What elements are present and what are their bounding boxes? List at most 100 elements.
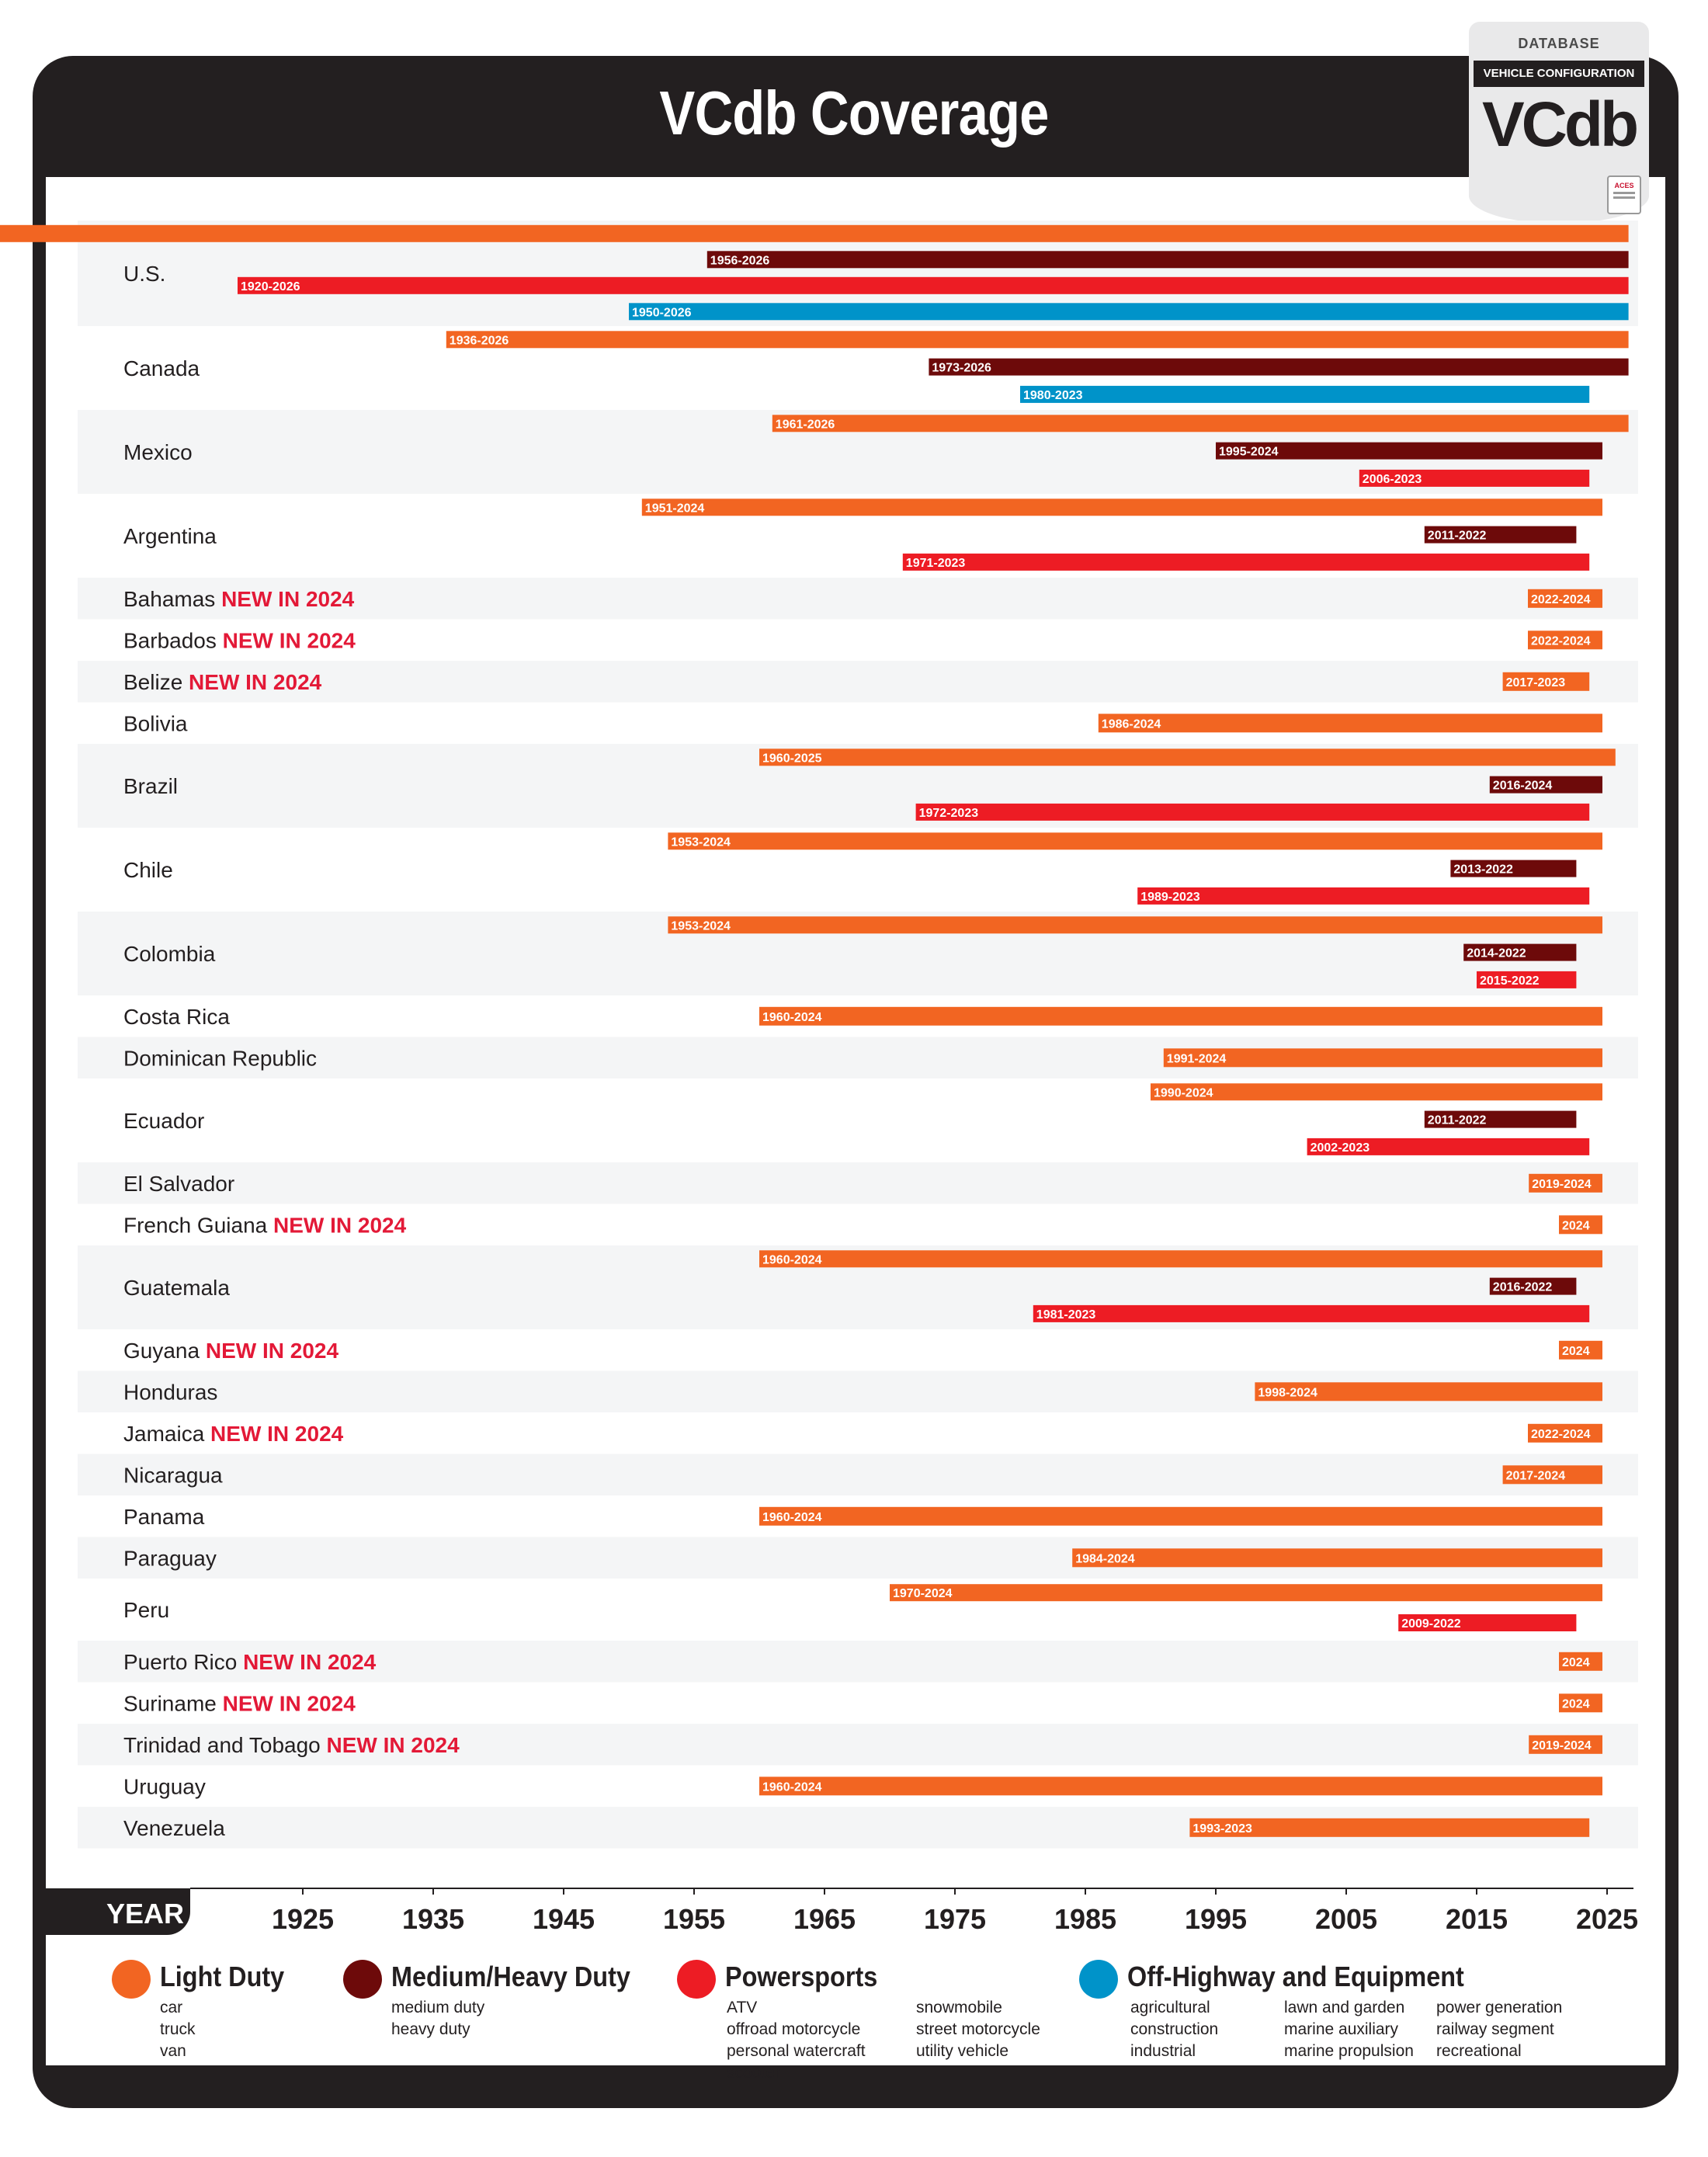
bar-label: 2017-2023 [1506,676,1566,689]
bar-paraguay-light-duty [1072,1548,1602,1568]
bar-chile-medium-heavy-duty [1450,860,1577,877]
bar-dominican-republic-light-duty [1163,1048,1602,1068]
bar-ecuador-light-duty [1151,1083,1602,1101]
bar-uruguay-light-duty [759,1777,1602,1796]
bar-nicaragua-light-duty [1502,1465,1602,1485]
bar-label: 2019-2024 [1532,1739,1592,1752]
new-in-2024-tag: NEW IN 2024 [182,670,321,694]
bar-u-s-light-duty [0,224,1629,242]
bar-mexico-powersports [1359,469,1590,487]
page-title: VCdb Coverage [659,78,1049,148]
logo-band-text: VEHICLE CONFIGURATION [1474,61,1644,87]
bar-label: 2024 [1562,1345,1590,1358]
bar-brazil-light-duty [759,749,1616,766]
x-tick-label-1965: 1965 [793,1903,856,1935]
new-in-2024-tag: NEW IN 2024 [321,1733,460,1757]
country-label-ecuador: Ecuador [123,1109,204,1133]
country-label-u-s: U.S. [123,262,165,286]
country-label-dominican-republic: Dominican Republic [123,1046,317,1070]
bar-peru-light-duty [890,1584,1602,1602]
bar-label: 2011-2022 [1428,1114,1487,1127]
new-in-2024-tag: NEW IN 2024 [237,1650,376,1674]
bar-label: 2017-2024 [1506,1469,1566,1482]
bar-guyana-light-duty [1559,1340,1602,1360]
bar-label: 1961-2026 [776,418,835,431]
bar-panama-light-duty [759,1506,1602,1526]
bar-label: 1956-2026 [710,254,770,267]
bar-canada-medium-heavy-duty [929,358,1629,376]
country-label-bolivia: Bolivia [123,711,188,735]
bar-label: 1920-2026 [241,280,300,294]
row-band [78,661,1638,703]
x-tick-label-2005: 2005 [1315,1903,1377,1935]
row-band [78,578,1638,620]
country-label-guatemala: Guatemala [123,1276,230,1300]
bar-jamaica-light-duty [1528,1423,1602,1443]
bar-canada-off-highway-and-equipment [1020,385,1590,403]
x-tick-label-1945: 1945 [533,1903,595,1935]
country-label-belize: Belize NEW IN 2024 [123,670,322,694]
country-label-panama: Panama [123,1505,205,1529]
bar-label: 1991-2024 [1167,1052,1227,1065]
country-label-paraguay: Paraguay [123,1546,217,1570]
bar-label: 1973-2026 [932,362,991,375]
bar-puerto-rico-light-duty [1559,1652,1602,1671]
country-label-canada: Canada [123,356,200,380]
bar-label: 1995-2024 [1219,446,1279,459]
bar-label: 1984-2024 [1075,1552,1135,1565]
row-band [78,1454,1638,1495]
bar-venezuela-light-duty [1189,1818,1590,1837]
bar-argentina-light-duty [641,498,1602,516]
bar-label: 2024 [1562,1697,1590,1711]
bar-el-salvador-light-duty [1529,1173,1602,1193]
bar-label: 1989-2023 [1140,891,1200,904]
bar-bahamas-light-duty [1528,589,1602,608]
country-label-el-salvador: El Salvador [123,1172,234,1196]
bar-label: 1960-2025 [762,752,822,765]
bar-colombia-medium-heavy-duty [1463,943,1577,961]
new-in-2024-tag: NEW IN 2024 [267,1213,406,1237]
bar-label: 2002-2023 [1311,1141,1370,1155]
bar-label: 1951-2024 [645,502,705,515]
country-label-guyana: Guyana NEW IN 2024 [123,1339,338,1363]
bar-ecuador-medium-heavy-duty [1424,1110,1577,1128]
bar-mexico-medium-heavy-duty [1216,442,1602,460]
row-band [78,1162,1638,1204]
bar-honduras-light-duty [1255,1382,1602,1402]
bar-belize-light-duty [1502,672,1590,691]
bar-ecuador-powersports [1307,1138,1590,1155]
country-label-french-guiana: French Guiana NEW IN 2024 [123,1213,407,1237]
bar-mexico-light-duty [772,415,1629,432]
bar-label: 2011-2022 [1428,530,1487,543]
bar-label: 1953-2024 [671,919,731,933]
bar-peru-powersports [1398,1614,1577,1631]
x-tick-label-1925: 1925 [272,1903,334,1935]
x-tick-label-1975: 1975 [924,1903,986,1935]
new-in-2024-tag: NEW IN 2024 [217,628,356,652]
country-label-bahamas: Bahamas NEW IN 2024 [123,587,355,611]
bar-label: 1970-2024 [893,1587,953,1600]
bar-label: 1972-2023 [919,807,979,820]
bar-label: 1993-2023 [1192,1822,1252,1836]
bar-argentina-medium-heavy-duty [1424,526,1577,544]
bar-label: 2022-2024 [1531,634,1591,648]
bar-label: 1936-2026 [450,334,509,347]
year-axis-label: YEAR [46,1888,190,1935]
logo-big-text: VCdb [1481,89,1639,160]
bar-trinidad-and-tobago-light-duty [1529,1735,1602,1754]
bar-label: 1971-2023 [906,557,966,570]
bar-barbados-light-duty [1528,630,1602,650]
bar-label: 1986-2024 [1102,717,1161,731]
x-tick-label-1955: 1955 [663,1903,725,1935]
country-label-trinidad-and-tobago: Trinidad and Tobago NEW IN 2024 [123,1733,460,1757]
country-label-peru: Peru [123,1598,169,1622]
x-tick-label-2015: 2015 [1446,1903,1508,1935]
bar-canada-light-duty [446,331,1629,349]
country-label-mexico: Mexico [123,440,193,464]
bar-label: 1953-2024 [671,835,731,849]
bar-chile-light-duty [668,832,1602,850]
row-band [78,1724,1638,1766]
new-in-2024-tag: NEW IN 2024 [204,1422,343,1446]
bar-french-guiana-light-duty [1559,1215,1602,1235]
